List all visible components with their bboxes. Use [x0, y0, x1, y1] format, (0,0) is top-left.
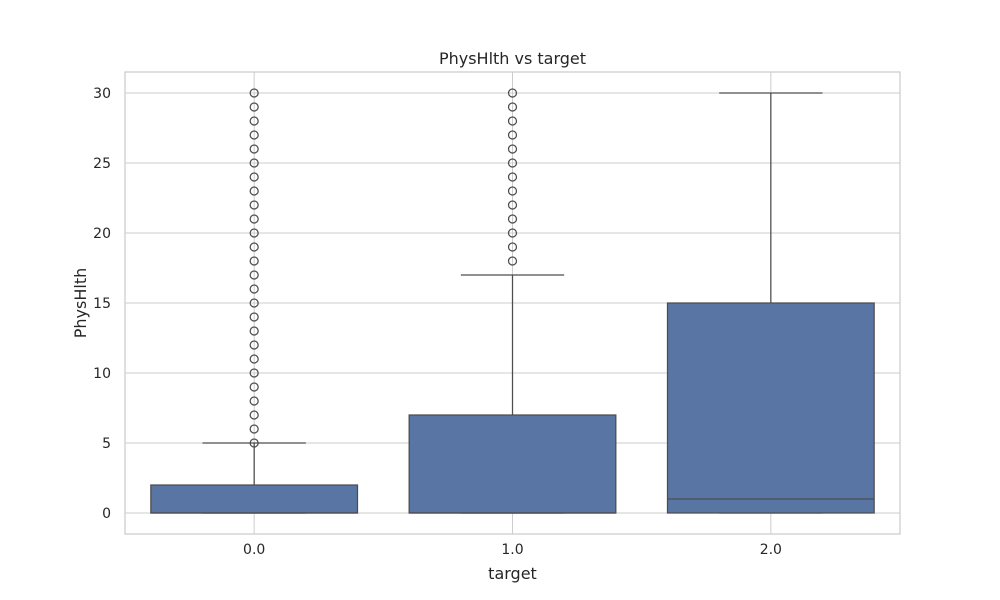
outlier-point [507, 214, 518, 224]
box-group [666, 92, 875, 514]
box-iqr [150, 484, 359, 514]
outlier-point [249, 396, 259, 406]
outlier-point [507, 88, 518, 98]
outlier-point [249, 200, 259, 210]
outlier-point [507, 256, 518, 266]
outlier-point [249, 256, 259, 266]
outlier-point [249, 228, 259, 238]
box-iqr [666, 302, 875, 514]
boxes [150, 88, 875, 514]
outlier-point [507, 186, 518, 196]
outlier-point [249, 102, 259, 112]
box-group [150, 88, 359, 514]
outlier-point [249, 172, 259, 182]
outlier-point [249, 340, 259, 350]
outlier-point [249, 368, 259, 378]
x-tick-label: 0.0 [243, 542, 265, 558]
y-tick-label: 5 [102, 436, 111, 452]
outlier-point [249, 158, 259, 168]
outlier-point [249, 214, 259, 224]
outlier-point [507, 158, 518, 168]
outlier-point [249, 326, 259, 336]
outlier-point [507, 144, 518, 154]
outlier-point [507, 172, 518, 182]
x-axis-label: target [488, 564, 537, 583]
x-tick-label: 2.0 [760, 542, 782, 558]
outlier-point [249, 438, 259, 448]
outlier-point [249, 312, 259, 322]
y-tick-label: 15 [93, 296, 111, 312]
outlier-point [249, 242, 259, 252]
y-tick-label: 25 [93, 156, 111, 172]
outlier-point [249, 410, 259, 420]
outlier-point [249, 116, 259, 126]
outlier-point [249, 186, 259, 196]
y-tick-label: 30 [93, 86, 111, 102]
y-tick-label: 0 [102, 506, 111, 522]
outlier-point [507, 242, 518, 252]
outlier-point [249, 424, 259, 434]
box-iqr [408, 414, 617, 514]
outlier-point [249, 382, 259, 392]
outlier-point [249, 298, 259, 308]
outlier-point [507, 116, 518, 126]
y-ticks: 0 5 10 15 20 25 30 [93, 86, 111, 522]
y-tick-label: 20 [93, 226, 111, 242]
outlier-point [507, 102, 518, 112]
outlier-point [507, 130, 518, 140]
outlier-point [249, 130, 259, 140]
x-tick-label: 1.0 [501, 542, 523, 558]
outlier-point [249, 144, 259, 154]
outlier-point [507, 200, 518, 210]
outlier-point [249, 270, 259, 280]
outlier-point [249, 284, 259, 294]
y-tick-label: 10 [93, 366, 111, 382]
chart-title: PhysHlth vs target [439, 49, 586, 68]
outlier-point [507, 228, 518, 238]
box-group [408, 88, 617, 514]
outlier-point [249, 354, 259, 364]
x-ticks: 0.0 1.0 2.0 [243, 542, 782, 558]
outlier-point [249, 88, 259, 98]
y-axis-label: PhysHlth [71, 268, 90, 338]
plot-frame [124, 71, 901, 535]
